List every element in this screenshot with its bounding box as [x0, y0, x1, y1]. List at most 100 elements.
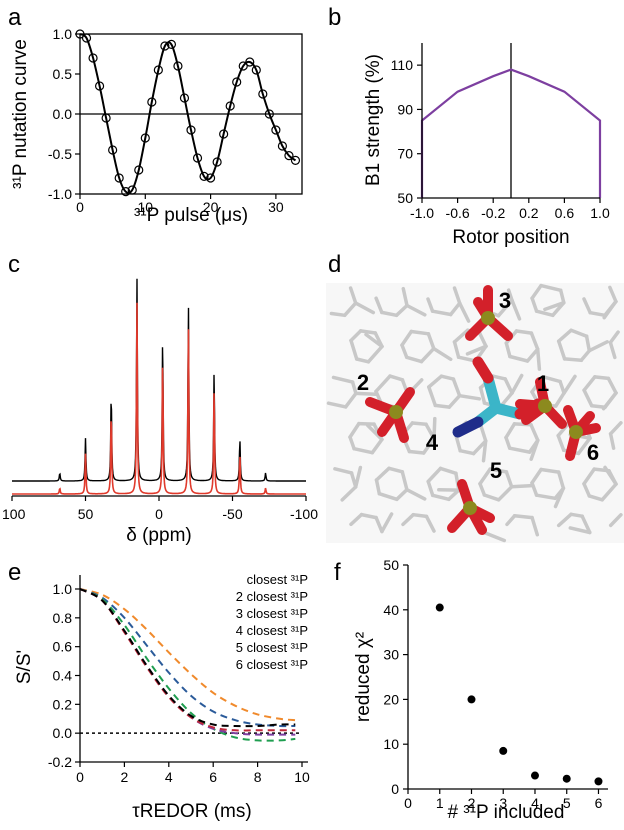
lattice-bond: [593, 375, 611, 381]
lattice-bond: [457, 301, 471, 323]
panel-f-point: [467, 695, 476, 704]
lattice-bond: [430, 493, 451, 502]
panel-e-legend-entry: 2 closest ³¹P: [236, 589, 308, 604]
panel-f-ytick-label: 10: [383, 736, 399, 752]
phosphorus-atom: [569, 425, 583, 439]
lattice-bond: [568, 526, 592, 535]
panel-e-xtick-label: 4: [165, 769, 173, 785]
lattice-bond: [588, 310, 607, 318]
panel-a-point: [232, 77, 242, 87]
panel-f-xtick-label: 3: [499, 795, 507, 811]
lattice-bond: [514, 329, 534, 335]
panel-e-series-line: [79, 588, 296, 722]
lattice-bond: [505, 514, 517, 527]
lattice-bond: [606, 376, 618, 395]
lattice-bond: [525, 347, 540, 363]
lattice-bond: [359, 512, 378, 520]
lattice-bond: [353, 301, 376, 315]
panel-a-point: [160, 41, 170, 51]
panel-a-point: [205, 173, 216, 183]
panel-f-point: [435, 603, 444, 612]
lattice-bond: [394, 303, 409, 318]
panel-a-point: [290, 155, 301, 165]
lattice-bond: [478, 467, 492, 486]
lattice-bond: [587, 494, 604, 502]
lattice-bond: [562, 357, 584, 363]
lattice-bond: [377, 491, 399, 502]
lattice-bond: [481, 439, 488, 463]
panel-e-xtick-label: 8: [254, 769, 262, 785]
lattice-bond: [556, 470, 566, 490]
panel-e-legend-entry: 6 closest ³¹P: [236, 657, 308, 672]
lattice-bond: [530, 296, 539, 313]
lattice-bond: [496, 298, 514, 318]
lattice-bond: [491, 374, 507, 381]
panel-b-xtick-label: -1.0: [410, 205, 434, 221]
panel-a-point: [134, 165, 144, 175]
lattice-bond: [395, 487, 409, 502]
lattice-bond: [569, 512, 584, 518]
phosphorus-atom: [463, 501, 477, 515]
lattice-bond: [504, 435, 512, 450]
lattice-bond: [427, 385, 438, 408]
panel-f-point: [594, 777, 603, 786]
panel-a-point: [212, 157, 222, 167]
panel-c-plot: [12, 278, 306, 495]
phosphorus-atom: [481, 311, 495, 325]
panel-a-point: [238, 61, 248, 71]
lattice-bond: [582, 297, 592, 315]
panel-a-point: [225, 101, 235, 111]
panel-a-point: [277, 141, 288, 151]
lattice-bond: [366, 344, 384, 364]
lattice-bond: [601, 391, 618, 411]
lattice-bond: [529, 331, 540, 351]
panel-f-point: [499, 746, 508, 755]
panel-a-xtick-label: 20: [203, 199, 219, 215]
lattice-bond: [349, 338, 359, 361]
panel-f-ytick-label: 30: [383, 647, 399, 663]
lattice-bond: [582, 467, 596, 486]
panel-a-point: [186, 125, 196, 135]
site-label-2: 2: [357, 370, 369, 395]
lattice-bond: [471, 439, 488, 456]
lattice-bond: [504, 341, 512, 359]
lattice-bond: [482, 493, 501, 502]
panel-f-xtick-label: 0: [404, 795, 412, 811]
lattice-bond: [608, 432, 616, 450]
panel-a-point: [284, 151, 294, 161]
lattice-bond: [569, 328, 589, 338]
lattice-bond: [401, 286, 409, 308]
panel-a-ytick-label: 1.0: [53, 26, 73, 42]
lattice-bond: [579, 348, 592, 363]
lattice-bond: [576, 436, 592, 456]
panel-a-xtick-label: 30: [268, 199, 284, 215]
panel-e-ylabel: S/S': [14, 650, 35, 684]
lattice-bond: [553, 486, 566, 509]
panel-e-xtick-label: 0: [76, 769, 84, 785]
panel-e-legend-entry: 3 closest ³¹P: [236, 606, 308, 621]
phosphorus-atom: [538, 399, 552, 413]
lattice-bond: [608, 340, 617, 360]
lattice-bond: [331, 375, 355, 384]
panel-b-xtick-label: -0.6: [446, 205, 470, 221]
panel-a-ticks: 0 10 20 30 1.0 0.5 0.0 -0.5 -1.0: [48, 26, 284, 215]
panel-d: d 3 2 1 4 6 5: [326, 251, 624, 543]
lattice-bond: [608, 421, 623, 436]
panel-a-point: [199, 171, 209, 181]
panel-e-ytick-label: 0.0: [53, 725, 73, 741]
lattice-bond: [608, 285, 618, 304]
lattice-bond: [452, 340, 461, 359]
panel-a-point: [88, 53, 98, 63]
lattice-bond: [352, 446, 375, 455]
lattice-bond: [374, 478, 382, 496]
lattice-bond: [539, 283, 563, 293]
lattice-bond: [353, 465, 363, 489]
panel-e-ytick-label: 0.4: [53, 668, 73, 684]
panel-e-legend: closest ³¹P 2 closest ³¹P 3 closest ³¹P 4 c…: [236, 572, 308, 672]
panel-a-point: [173, 61, 183, 71]
panel-c-xtick-label: -100: [290, 506, 318, 522]
lattice-bond: [447, 393, 462, 409]
lattice-bond: [451, 377, 462, 398]
lattice-bond: [426, 466, 443, 484]
phosphate-groups: [365, 285, 601, 535]
